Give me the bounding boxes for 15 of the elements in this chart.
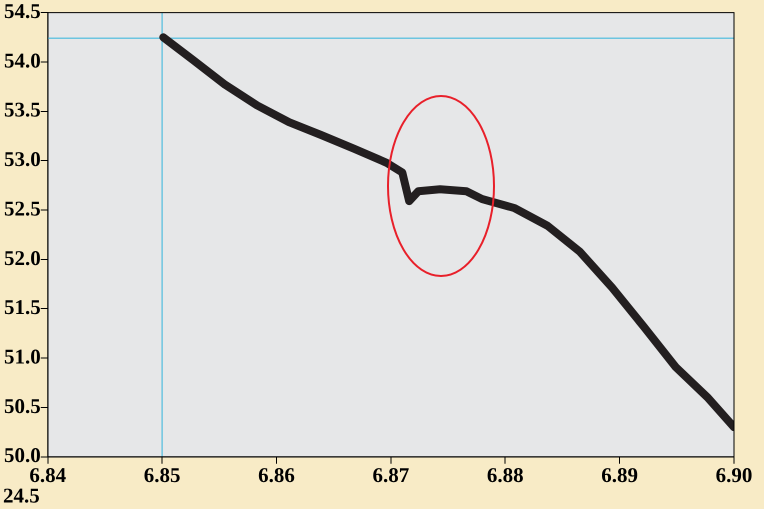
y-tick-label: 53.5 bbox=[4, 98, 41, 122]
x-tick-label: 6.90 bbox=[716, 462, 752, 487]
y-tick-label: 51.5 bbox=[4, 295, 41, 320]
y-tick-label: 50.5 bbox=[4, 394, 41, 418]
y-tick-label: 52.5 bbox=[4, 196, 41, 220]
x-tick-label: 6.89 bbox=[601, 462, 638, 487]
x-tick-label: 6.87 bbox=[372, 462, 410, 487]
y-tick-label: 52.0 bbox=[4, 246, 41, 270]
y-tick-label: 54.5 bbox=[4, 0, 41, 24]
y-tick-label: 51.0 bbox=[4, 344, 41, 369]
x-tick-label: 6.86 bbox=[258, 462, 295, 487]
y-tick-label: 53.0 bbox=[4, 147, 41, 172]
x-tick-label: 6.88 bbox=[486, 462, 524, 487]
x-tick-label: 6.85 bbox=[144, 462, 180, 487]
y-tick-label: 54.0 bbox=[4, 48, 41, 72]
